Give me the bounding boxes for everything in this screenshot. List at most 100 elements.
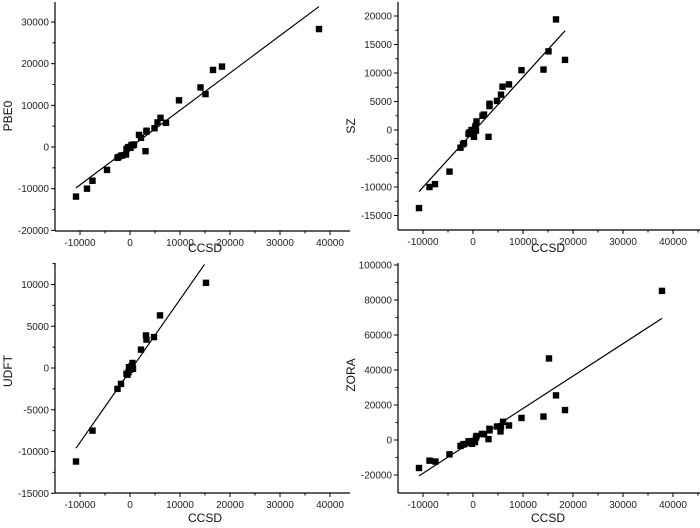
data-point-square-marker [156,312,164,319]
x-tick-label: 0 [470,500,476,511]
data-point-square-marker [89,427,96,434]
data-point-square-marker [446,451,453,458]
y-tick-label: -20000 [361,471,393,482]
data-point-square-marker [415,204,423,212]
y-axis-title: SZ [344,118,358,133]
data-point-square-marker [545,355,553,362]
y-tick-label: -15000 [18,489,50,500]
x-tick-label: 40000 [659,500,687,511]
data-point-square-marker [72,193,80,200]
x-tick-label: 10000 [166,500,194,511]
data-point-square-marker [471,438,479,446]
y-tick-label: 80000 [364,296,392,307]
data-point-square-marker [485,133,492,141]
y-tick-label: 60000 [364,331,392,342]
y-axis-title: PBE0 [1,100,15,131]
x-tick-label: 30000 [266,500,294,511]
x-tick-label: 30000 [266,238,294,249]
data-point-square-marker [202,90,209,98]
data-point-square-marker [157,114,164,122]
data-point-square-marker [202,279,210,287]
x-axis-title: CCSD [188,511,222,525]
data-point-square-marker [103,166,111,174]
data-point-square-marker [129,359,136,367]
data-point-square-marker [480,111,488,118]
x-tick-label: 10000 [509,237,537,248]
data-point-square-marker [472,127,480,134]
data-point-square-marker [117,380,125,388]
data-point-square-marker [545,48,552,55]
data-point-square-marker [540,413,547,420]
data-point-square-marker [497,428,504,435]
data-point-square-marker [497,91,505,98]
x-tick-label: 20000 [216,238,244,249]
regression-line [418,30,566,192]
y-tick-label: -20000 [18,226,50,237]
data-point-square-marker [561,406,569,414]
data-point-square-marker [426,457,433,464]
data-point-square-marker [518,66,525,74]
y-tick-label: 40000 [364,366,392,377]
regression-line [75,6,320,189]
data-point-square-marker [505,422,513,429]
y-axis-title: UDFT [1,354,15,387]
data-point-square-marker [218,63,226,70]
y-tick-label: 10000 [364,69,392,80]
x-tick-label: 20000 [559,500,587,511]
y-tick-label: -5000 [366,154,392,165]
zora-vs-ccsd-panel: -10000 0 10000 20000 30000 40000 -20000 0 20000 4… [344,261,700,525]
data-point-square-marker [497,422,505,430]
data-point-square-marker [493,97,501,105]
y-tick-label: -10000 [18,447,50,458]
y-axis-title: ZORA [344,358,358,391]
data-point-square-marker [122,151,130,158]
y-tick-label: 0 [43,364,49,375]
data-point-square-marker [499,418,507,425]
data-point-square-marker [561,56,569,64]
data-point-square-marker [119,152,126,159]
data-point-square-marker [175,97,183,104]
data-point-square-marker [89,177,96,184]
y-tick-label: 5000 [370,97,393,108]
data-point-square-marker [518,414,525,422]
data-point-square-marker [446,168,453,175]
data-point-square-marker [505,81,513,88]
y-tick-label: 20000 [364,401,392,412]
udft-vs-ccsd-panel: -10000 0 10000 20000 30000 40000 -15000 -10000 -… [1,263,350,525]
y-tick-label: -15000 [361,211,393,222]
data-point-square-marker [209,66,217,74]
x-tick-label: 20000 [559,237,587,248]
data-point-square-marker [143,128,150,135]
regression-line [418,317,663,477]
data-point-square-marker [154,119,161,126]
x-tick-label: 40000 [659,237,687,248]
y-tick-label: 5000 [27,322,50,333]
x-tick-label: -10000 [407,237,439,248]
data-point-square-marker [150,333,158,341]
x-tick-label: 0 [127,238,133,249]
data-point-square-marker [457,144,464,151]
data-point-square-marker [431,180,439,188]
x-tick-label: -10000 [407,500,439,511]
data-point-square-marker [415,464,423,472]
y-tick-label: 20000 [21,59,49,70]
x-tick-label: 10000 [509,500,537,511]
y-tick-label: 100000 [359,261,393,272]
data-point-square-marker [315,25,323,33]
data-point-square-marker [552,392,560,399]
y-tick-label: 0 [43,143,49,154]
data-point-square-marker [151,125,158,132]
x-tick-label: 30000 [609,500,637,511]
x-tick-label: 30000 [609,237,637,248]
data-point-square-marker [473,118,480,125]
data-point-square-marker [162,119,170,127]
data-point-square-marker [460,139,468,147]
x-axis-title: CCSD [531,511,565,525]
data-point-square-marker [142,147,149,155]
x-axis-title: CCSD [531,241,565,255]
data-point-square-marker [473,432,480,440]
data-point-square-marker [432,458,439,465]
x-tick-label: 0 [127,500,133,511]
data-point-square-marker [499,83,506,90]
